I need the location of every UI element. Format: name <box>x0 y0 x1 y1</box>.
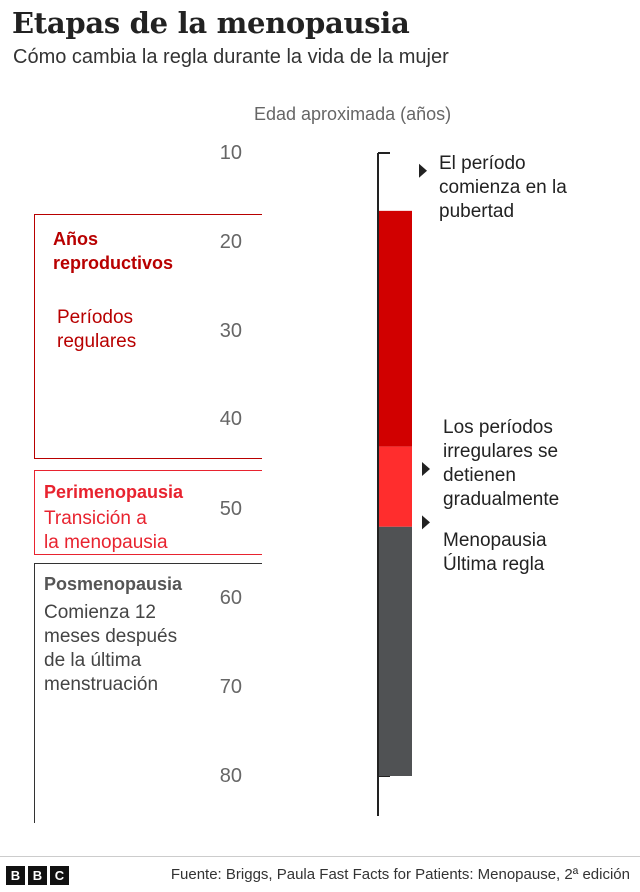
tick-label-80: 80 <box>219 765 242 787</box>
phase-title-postmenopause: Posmenopausia <box>44 574 183 594</box>
tick-label-10: 10 <box>219 142 242 164</box>
bar-segments <box>379 210 412 776</box>
logo-letter-b1: B <box>6 866 25 885</box>
logo-letter-c: C <box>50 866 69 885</box>
phase-box-perimenopause <box>34 470 262 555</box>
annotation-puberty: El período comienza en la pubertad <box>439 153 567 222</box>
phase-desc-postmenopause: Comienza 12 meses después de la última m… <box>44 602 178 695</box>
phase-desc-perimenopause: Transición a la menopausia <box>44 508 168 553</box>
annotation-arrow-icon <box>419 163 427 178</box>
annotation-irregular-periods: Los períodos irregulares se detienen gra… <box>443 417 560 510</box>
tick-label-30: 30 <box>219 320 242 342</box>
bbc-logo: B B C <box>6 866 69 885</box>
tick-label-70: 70 <box>219 676 242 698</box>
tick-label-50: 50 <box>219 498 242 520</box>
annotation-arrows <box>419 163 430 530</box>
source-note: Fuente: Briggs, Paula Fast Facts for Pat… <box>170 866 630 883</box>
chart-title: Etapas de la menopausia <box>12 6 410 40</box>
bar-segment-reproductive <box>379 210 412 447</box>
logo-letter-b2: B <box>28 866 47 885</box>
phase-box-reproductive <box>34 214 262 459</box>
bar-segment-irregular <box>379 446 412 527</box>
phase-desc-reproductive: Períodos regulares <box>57 307 137 352</box>
tick-label-40: 40 <box>219 408 242 430</box>
phase-box-postmenopause <box>34 563 262 823</box>
tick-label-20: 20 <box>219 231 242 253</box>
annotation-menopause: Menopausia Última regla <box>443 530 547 575</box>
chart-subtitle: Cómo cambia la regla durante la vida de … <box>13 46 449 68</box>
annotation-arrow-icon <box>422 515 430 530</box>
phase-title-reproductive: Años reproductivos <box>53 229 174 273</box>
axis-title: Edad aproximada (años) <box>254 104 452 124</box>
tick-label-60: 60 <box>219 587 242 609</box>
phase-title-perimenopause: Perimenopausia <box>44 482 184 502</box>
annotation-arrow-icon <box>422 461 430 476</box>
footer-divider <box>0 856 640 857</box>
bar-segment-post <box>379 526 412 776</box>
